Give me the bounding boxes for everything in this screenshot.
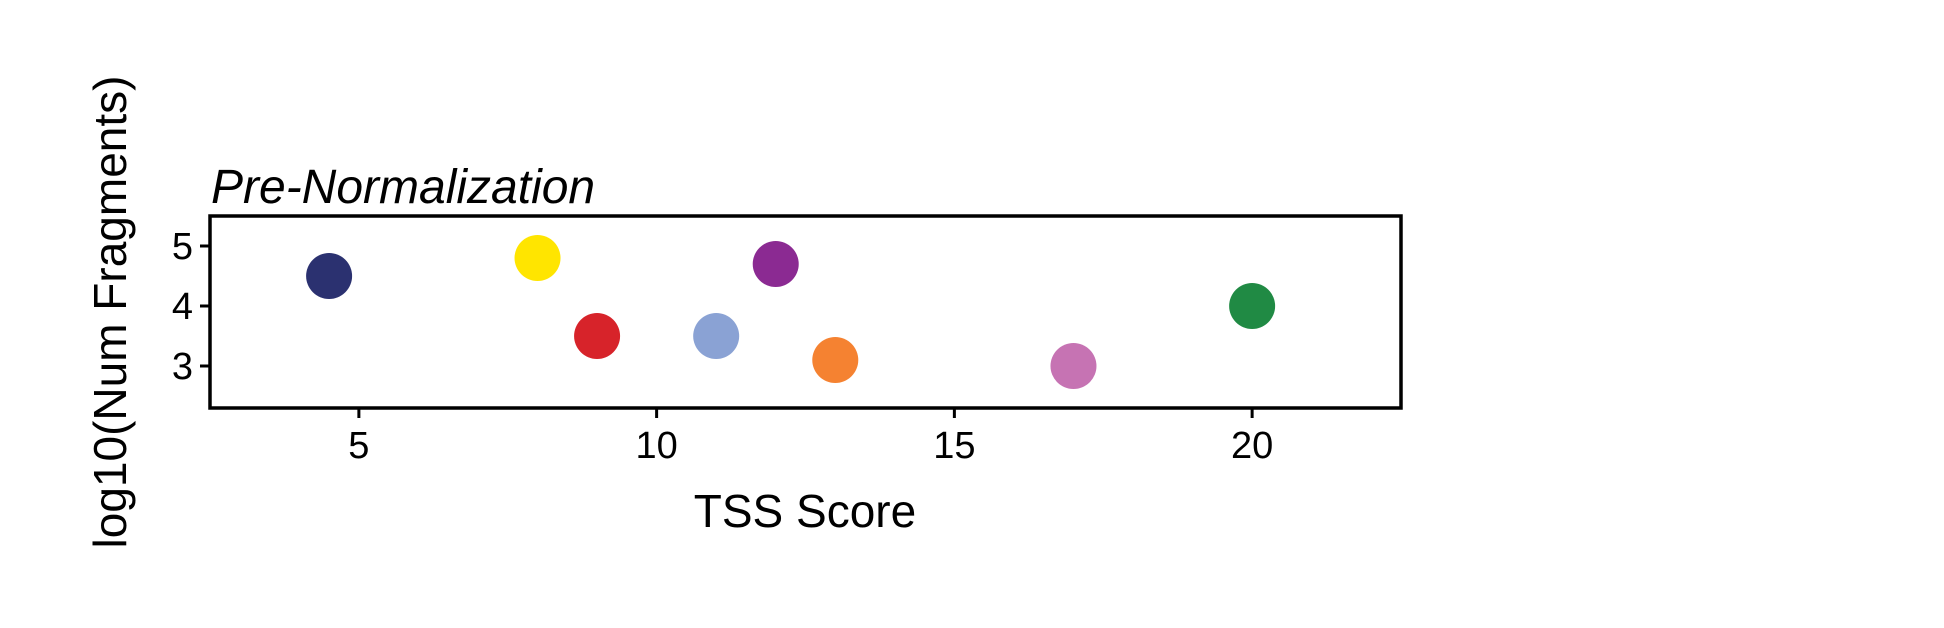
data-point-2 [514,235,561,281]
data-point-7 [1050,343,1097,389]
x-tick-label: 5 [348,425,369,467]
data-point-3 [574,313,621,359]
y-axis-title: log10(Num Fragments) [84,76,136,549]
data-point-8 [1229,283,1276,329]
plot-area-frame [208,214,1403,410]
chart-title: Pre-Normalization [211,161,595,214]
data-point-1 [306,253,353,299]
x-tick-label: 15 [933,425,975,467]
data-point-4 [693,313,740,359]
x-tick-label: 10 [635,425,677,467]
data-point-6 [812,337,859,383]
y-tick-label: 3 [172,346,193,388]
data-point-5 [752,241,799,287]
x-tick-label: 20 [1231,425,1273,467]
x-axis-title: TSS Score [694,485,916,537]
x-axis: 5 10 15 20 [348,408,1273,467]
y-tick-label: 5 [172,226,193,268]
y-axis: 3 4 5 [172,226,210,388]
data-points [306,235,1276,389]
y-tick-label: 4 [172,286,193,328]
